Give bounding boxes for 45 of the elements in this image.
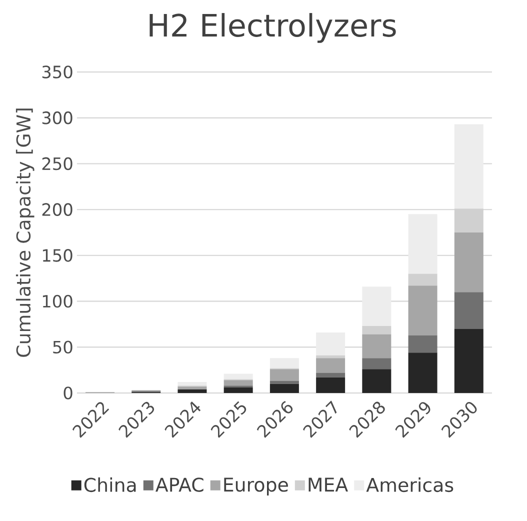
bar xyxy=(454,124,484,209)
bar xyxy=(362,286,392,326)
bar xyxy=(362,369,392,393)
y-tick-label: 300 xyxy=(42,111,72,124)
bar xyxy=(316,332,346,356)
y-tick-label: 50 xyxy=(53,340,72,354)
bar xyxy=(408,286,438,336)
bar xyxy=(270,369,299,382)
y-tick-label: 100 xyxy=(42,294,72,308)
y-tick-label: 350 xyxy=(42,66,72,78)
bar xyxy=(270,358,299,368)
bar xyxy=(224,380,253,386)
bar xyxy=(362,358,392,370)
bar xyxy=(454,292,484,329)
y-tick-label: 150 xyxy=(42,249,72,262)
bar xyxy=(270,381,299,384)
y-tick-label: 250 xyxy=(42,157,72,170)
bar xyxy=(316,358,346,373)
y-tick-label: 0 xyxy=(64,386,72,400)
bar xyxy=(316,372,346,378)
bar xyxy=(270,384,299,393)
bar xyxy=(454,328,484,393)
legend-label: Americas xyxy=(366,477,454,492)
legend-label: MEA xyxy=(308,478,348,492)
bar xyxy=(362,326,392,334)
y-axis-title: Cumulative Capacity [GW] xyxy=(16,108,34,357)
legend-label: APAC xyxy=(156,478,204,492)
bar xyxy=(178,382,207,386)
bar xyxy=(316,355,346,358)
bar xyxy=(178,386,207,390)
bar xyxy=(178,389,207,393)
legend-label: China xyxy=(84,477,136,492)
y-tick-label: 200 xyxy=(42,203,72,216)
bar xyxy=(408,352,438,393)
bar xyxy=(408,214,438,274)
bar xyxy=(454,208,484,232)
bar xyxy=(316,377,346,393)
bar xyxy=(408,335,438,353)
bar xyxy=(224,387,253,393)
bar xyxy=(362,334,392,358)
bar xyxy=(224,374,253,380)
legend-label: Europe xyxy=(224,478,288,496)
bar xyxy=(454,232,484,292)
bar xyxy=(408,274,438,286)
chart-title: H2 Electrolyzers xyxy=(150,13,396,43)
